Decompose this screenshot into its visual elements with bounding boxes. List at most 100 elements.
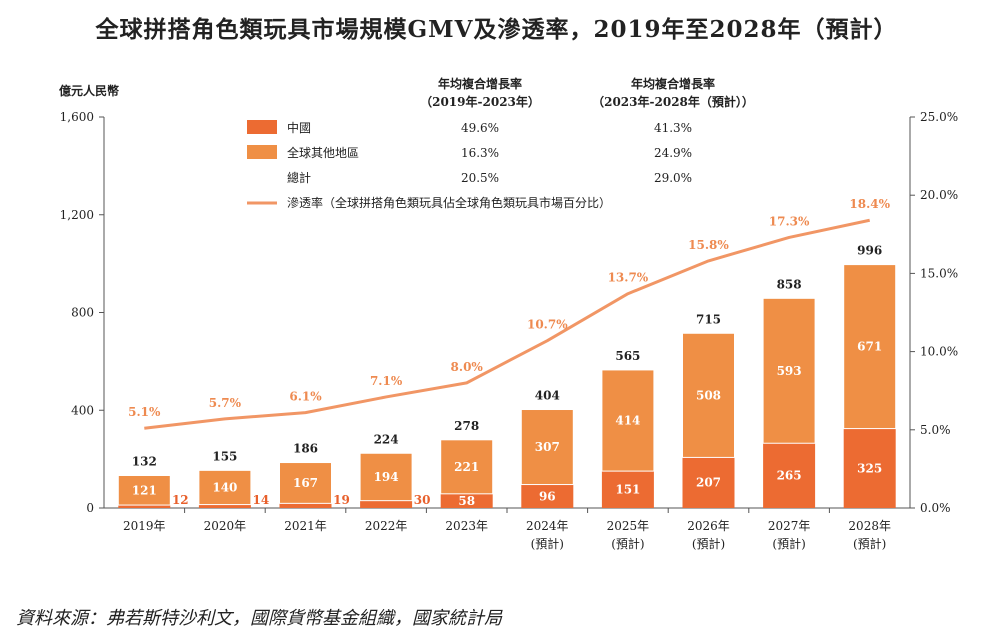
x-tick-label: 2026年 [687,519,730,533]
x-tick-label: 2021年 [284,519,327,533]
y2-tick-label: 20.0% [920,188,958,202]
bar-total-label: 278 [454,419,479,433]
legend-swatch-china [247,120,277,134]
bar-china [279,503,332,508]
penetration-rate-label: 18.4% [849,197,890,211]
legend-label-total: 總計 [287,170,311,185]
x-tick-label: 2028年 [848,519,891,533]
bar-other-label: 307 [535,440,560,454]
bar-china [118,505,171,508]
y2-tick-label: 15.0% [920,266,958,280]
bar-other-label: 508 [696,388,721,402]
bar-other-label: 671 [857,340,882,354]
bar-total-label: 186 [293,442,318,456]
x-tick-label: 2019年 [123,519,166,533]
bar-other [359,452,413,502]
legend-header-1-line1: 年均複合增長率 [438,76,522,91]
bar-total-label: 715 [696,312,721,326]
bar-china-label: 19 [333,493,350,507]
legend-swatch-other [247,145,277,159]
bar-total-label: 404 [535,389,560,403]
bar-total-label: 155 [212,449,237,463]
bar-other-label: 167 [293,476,318,490]
x-tick-label: 2022年 [365,519,408,533]
chart-canvas: 億元人民幣 年均複合增長率 （2019年-2023年） 年均複合增長率 （202… [59,76,958,551]
bar-other [520,409,574,486]
penetration-rate-label: 7.1% [370,374,403,388]
bar-china [521,484,574,508]
bar-china [682,457,735,508]
bar-other-label: 194 [374,470,399,484]
bar-china [440,493,493,508]
bar-total-label: 132 [132,454,157,468]
legend-label-line: 滲透率（全球拼搭角色類玩具佔全球角色類玩具市場百分比） [287,195,611,210]
y-tick-label: 0 [86,501,94,515]
chart-title: 全球拼搭角色類玩具市場規模GMV及滲透率，2019年至2028年（預計） [95,16,898,43]
bar-other [440,439,494,495]
bar-other [198,469,252,506]
x-tick-label: 2025年 [607,519,650,533]
legend-label-china: 中國 [287,120,311,135]
penetration-rate-label: 15.8% [688,238,729,252]
penetration-rate-label: 6.1% [289,390,322,404]
bar-total-label: 565 [615,349,640,363]
penetration-rate-label: 17.3% [769,214,810,228]
legend-cagr2-other: 24.9% [654,146,692,160]
legend-cagr2-china: 41.3% [654,121,692,135]
y2-tick-label: 5.0% [920,423,951,437]
penetration-rate-label: 8.0% [451,360,484,374]
legend-cagr1-china: 49.6% [461,121,499,135]
source-note: 資料來源：弗若斯特沙利文，國際貨幣基金組織，國家統計局 [16,608,502,629]
bar-china-label: 325 [857,461,882,475]
x-tick-label: 2023年 [445,519,488,533]
y-tick-label: 800 [71,306,94,320]
bar-other [601,369,655,472]
y2-tick-label: 0.0% [920,501,951,515]
bar-china-label: 151 [615,483,640,497]
x-tick-note: (預計) [772,536,805,551]
bar-china-label: 265 [777,469,802,483]
penetration-rate-label: 5.1% [128,405,161,419]
y-tick-label: 1,200 [60,208,94,222]
bar-china-label: 30 [414,493,431,507]
legend-header-2-line1: 年均複合增長率 [631,76,715,91]
bar-china-label: 14 [253,493,270,507]
bar-china [601,471,654,508]
bar-other [682,332,735,458]
x-tick-label: 2027年 [768,519,811,533]
bar-china [198,504,251,508]
bar-china-label: 96 [539,489,556,503]
bar-total-label: 996 [857,244,882,258]
bar-other [279,462,332,504]
x-tick-label: 2024年 [526,519,569,533]
bar-other [117,474,171,506]
penetration-rate-label: 5.7% [209,396,242,410]
bar-other-label: 140 [212,480,237,494]
x-tick-note: (預計) [611,536,644,551]
penetration-rate-label: 13.7% [608,271,649,285]
y-tick-label: 400 [71,403,94,417]
x-tick-note: (預計) [692,536,725,551]
x-tick-note: (預計) [853,536,886,551]
bar-china [843,428,896,508]
bar-china-label: 58 [458,494,475,508]
bar-other [843,264,897,430]
bar-china [763,443,816,508]
y-axis-label: 億元人民幣 [59,83,119,98]
y2-tick-label: 10.0% [920,345,958,359]
legend-header-1-line2: （2019年-2023年） [420,94,540,109]
bar-other-label: 221 [454,460,479,474]
bar-other-label: 121 [132,483,157,497]
legend-label-other: 全球其他地區 [287,145,359,160]
penetration-rate-label: 10.7% [527,318,568,332]
legend-cagr2-total: 29.0% [654,171,692,185]
bar-china-label: 12 [172,493,189,507]
legend-cagr1-other: 16.3% [461,146,499,160]
y2-tick-label: 25.0% [920,110,958,124]
bar-china-label: 207 [696,476,721,490]
x-tick-label: 2020年 [204,519,247,533]
legend-header-2-line2: （2023年-2028年（預計）） [592,94,754,109]
bar-total-label: 224 [374,432,399,446]
bar-china [360,500,413,508]
x-tick-note: (預計) [531,536,564,551]
